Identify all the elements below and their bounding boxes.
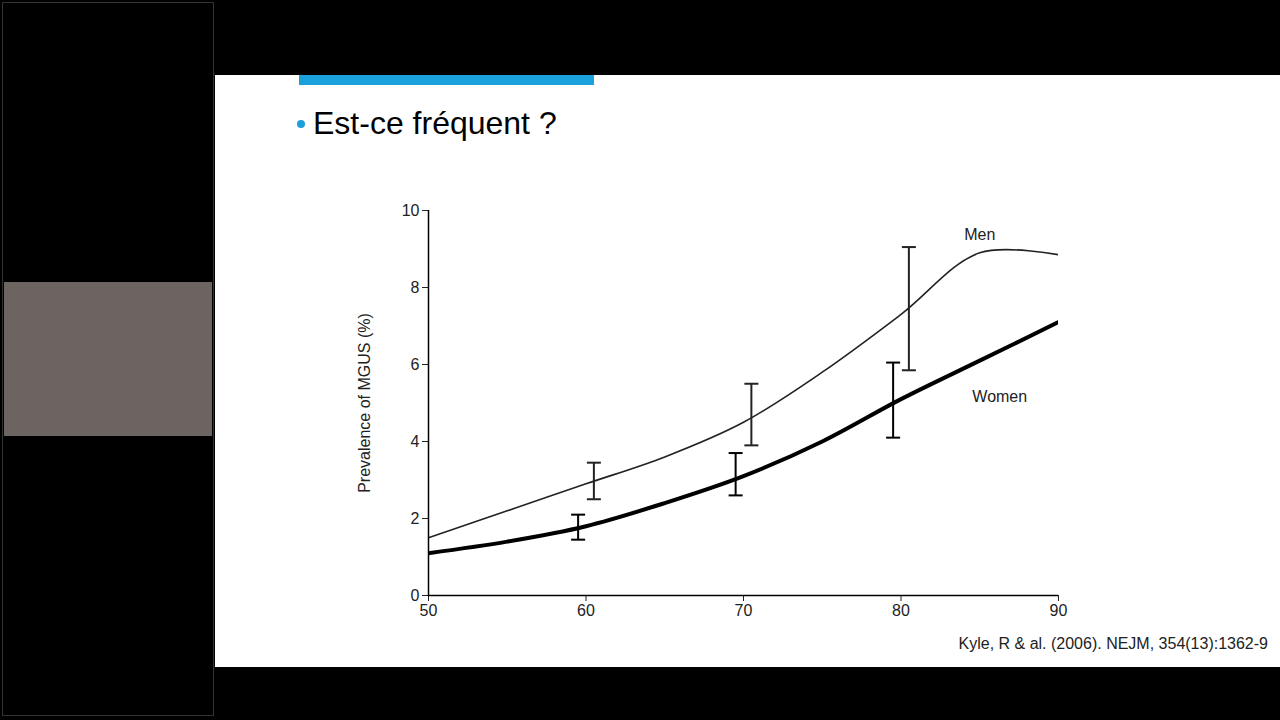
svg-text:0: 0 bbox=[411, 587, 420, 604]
svg-text:Men: Men bbox=[964, 226, 995, 243]
svg-text:10: 10 bbox=[402, 202, 420, 219]
svg-text:4: 4 bbox=[411, 433, 420, 450]
svg-text:50: 50 bbox=[420, 602, 438, 619]
svg-text:Prevalence of MGUS (%): Prevalence of MGUS (%) bbox=[356, 313, 373, 493]
svg-text:90: 90 bbox=[1050, 602, 1068, 619]
svg-text:6: 6 bbox=[411, 356, 420, 373]
svg-text:Women: Women bbox=[972, 388, 1027, 405]
svg-text:8: 8 bbox=[411, 279, 420, 296]
svg-text:60: 60 bbox=[577, 602, 595, 619]
svg-text:80: 80 bbox=[892, 602, 910, 619]
html-text:Kyle, R & al. (2006). NEJM, 35: Kyle, R & al. (2006). NEJM, 354(13):1362… bbox=[958, 635, 1268, 652]
svg-text:2: 2 bbox=[411, 510, 420, 527]
svg-text:70: 70 bbox=[735, 602, 753, 619]
html-text:Est-ce fréquent ?: Est-ce fréquent ? bbox=[313, 105, 557, 141]
